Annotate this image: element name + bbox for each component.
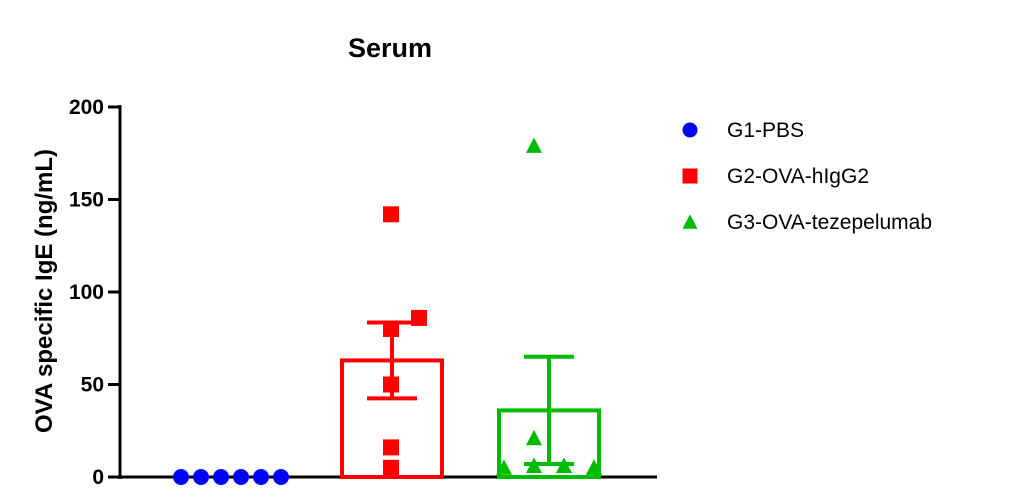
data-point (383, 459, 399, 476)
series-3 (496, 137, 602, 479)
legend-label: G1-PBS (727, 119, 804, 142)
y-tick-label: 150 (69, 189, 104, 212)
plot-area: 0 50 100 150 200 (69, 96, 657, 489)
data-point (496, 459, 512, 475)
y-tick-label: 100 (69, 281, 104, 304)
y-tick-label: 50 (81, 374, 104, 397)
legend-item-2: G2-OVA-hIgG2 (682, 165, 869, 188)
legend-label: G3-OVA-tezepelumab (727, 211, 932, 234)
data-point (526, 137, 542, 153)
data-point (411, 309, 427, 326)
legend-marker (682, 122, 698, 138)
data-point (173, 469, 189, 485)
chart-title: Serum (348, 33, 432, 63)
legend-marker (682, 168, 698, 184)
series-2 (340, 206, 444, 480)
data-point (253, 469, 269, 485)
y-axis-title: OVA specific IgE (ng/mL) (31, 149, 58, 433)
data-point (383, 439, 399, 456)
data-point (586, 459, 602, 475)
data-point (383, 376, 399, 393)
y-tick-label: 200 (69, 96, 104, 119)
y-tick-label: 0 (92, 466, 104, 489)
legend: G1-PBS G2-OVA-hIgG2 G3-OVA-tezepelumab (682, 119, 932, 234)
legend-label: G2-OVA-hIgG2 (727, 165, 869, 188)
data-point (273, 469, 289, 485)
data-point (233, 469, 249, 485)
data-point (383, 321, 399, 337)
data-point (213, 469, 229, 485)
legend-item-3: G3-OVA-tezepelumab (682, 211, 932, 234)
data-point (526, 429, 542, 446)
data-point (526, 457, 542, 473)
data-point (383, 206, 399, 223)
legend-marker (682, 214, 698, 229)
legend-item-1: G1-PBS (682, 119, 804, 142)
data-point (556, 457, 572, 473)
series-1 (173, 469, 289, 485)
data-point (193, 469, 209, 485)
